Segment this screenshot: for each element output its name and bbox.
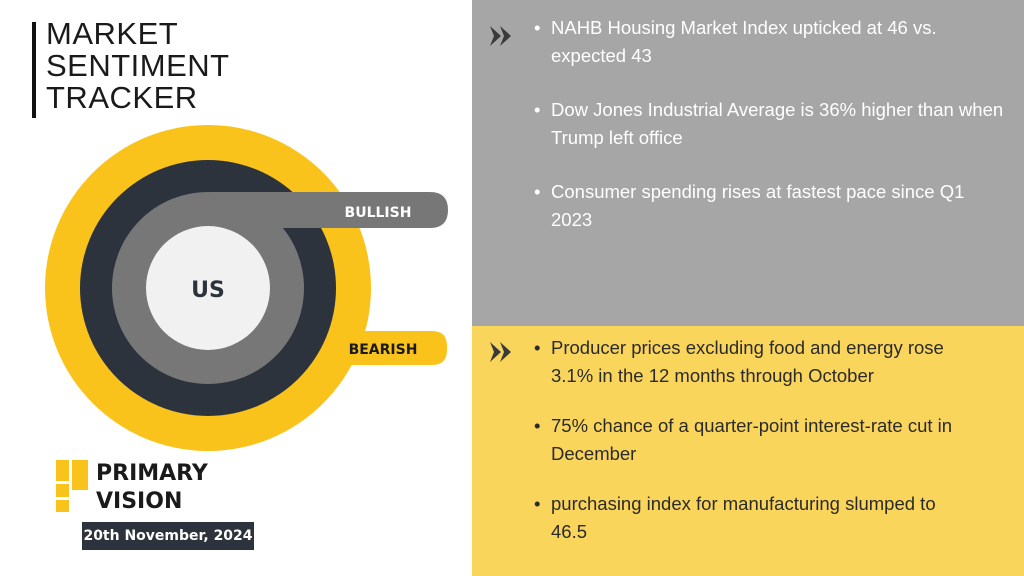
brand-name-line-1: PRIMARY: [96, 461, 208, 486]
list-item: purchasing index for manufacturing slump…: [534, 490, 954, 546]
brand-name: PRIMARY VISION: [96, 460, 208, 516]
list-item: NAHB Housing Market Index upticked at 46…: [534, 14, 1004, 70]
title-line-1: MARKET: [46, 16, 179, 51]
title-line-3: TRACKER: [46, 80, 198, 115]
bearish-label: BEARISH: [349, 342, 418, 358]
sentiment-gauge: US BULLISH BEARISH: [45, 125, 448, 451]
center-label: US: [191, 278, 225, 303]
center-circle: [146, 226, 270, 350]
bullish-panel: NAHB Housing Market Index upticked at 46…: [472, 0, 1024, 326]
bullish-label: BULLISH: [345, 205, 412, 221]
title-line-2: SENTIMENT: [46, 48, 230, 83]
list-item: Producer prices excluding food and energ…: [534, 334, 954, 390]
double-chevron-right-icon: [490, 26, 511, 46]
bearish-panel: Producer prices excluding food and energ…: [472, 326, 1024, 576]
list-item: 75% chance of a quarter-point interest-r…: [534, 412, 954, 468]
bearish-tab: [300, 331, 447, 365]
bullish-news-list: NAHB Housing Market Index upticked at 46…: [534, 14, 1004, 260]
list-item: Consumer spending rises at fastest pace …: [534, 178, 1004, 234]
date-badge: 20th November, 2024: [82, 522, 254, 550]
bullish-tab: [212, 192, 448, 228]
brand-name-line-2: VISION: [96, 489, 183, 514]
title-accent-bar: [32, 22, 36, 118]
bearish-news-list: Producer prices excluding food and energ…: [534, 334, 954, 568]
primary-vision-logo-icon: [56, 460, 88, 512]
double-chevron-right-icon: [490, 342, 511, 362]
page-title: MARKET SENTIMENT TRACKER: [46, 18, 230, 114]
list-item: Dow Jones Industrial Average is 36% high…: [534, 96, 1004, 152]
left-panel: MARKET SENTIMENT TRACKER US BULLISH BEAR…: [0, 0, 472, 576]
